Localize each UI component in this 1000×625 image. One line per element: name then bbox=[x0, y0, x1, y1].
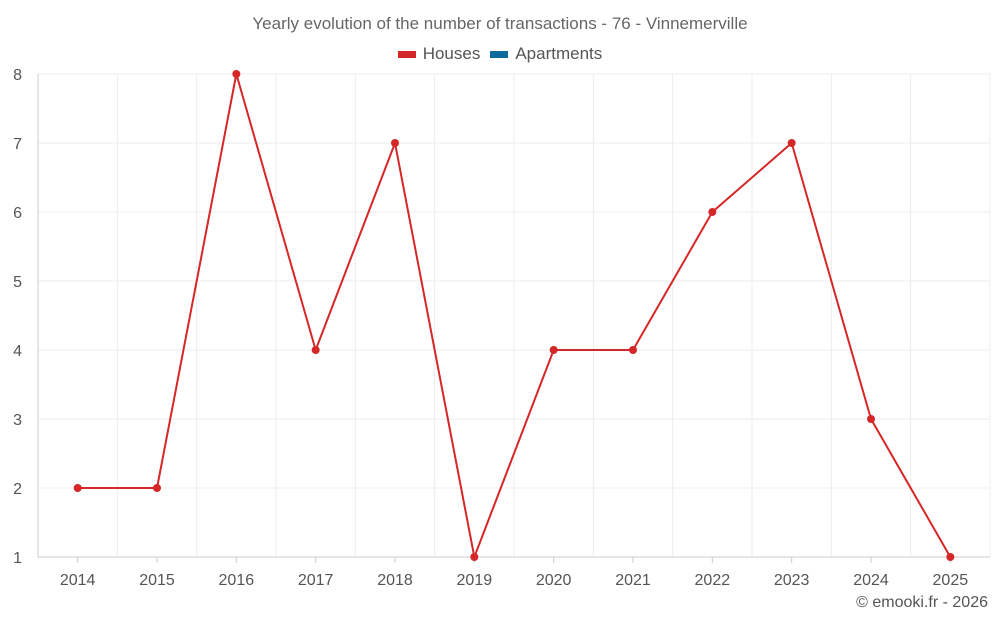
y-tick-label-2: 2 bbox=[13, 481, 22, 498]
x-tick-label-2022: 2022 bbox=[695, 572, 731, 589]
y-tick-label-8: 8 bbox=[13, 67, 22, 84]
series-line-houses bbox=[77, 73, 952, 558]
y-tick-label-5: 5 bbox=[13, 274, 22, 291]
x-tick-label-2020: 2020 bbox=[536, 572, 572, 589]
legend-label-apartments: Apartments bbox=[515, 44, 603, 63]
legend-swatch-apartments bbox=[490, 50, 509, 58]
legend-label-houses: Houses bbox=[422, 44, 481, 63]
y-tick-label-1: 1 bbox=[13, 550, 22, 567]
x-tick-label-2014: 2014 bbox=[60, 572, 96, 589]
x-tick-label-2024: 2024 bbox=[853, 572, 889, 589]
x-tick-label-2017: 2017 bbox=[298, 572, 334, 589]
data-point-houses-2020 bbox=[549, 346, 558, 354]
y-tick-label-3: 3 bbox=[13, 412, 22, 429]
data-point-houses-2014 bbox=[73, 484, 82, 492]
data-point-houses-2022 bbox=[708, 208, 717, 216]
grid-layer bbox=[37, 73, 991, 557]
legend-item-houses[interactable]: Houses bbox=[397, 44, 481, 64]
x-tick-label-2016: 2016 bbox=[219, 572, 255, 589]
axis-layer: 1 2 3 4 5 6 7 8 2014 2015 2016 2017 2018 2019 2020 2021… bbox=[13, 67, 990, 589]
x-tick-label-2018: 2018 bbox=[377, 572, 413, 589]
data-point-houses-2024 bbox=[867, 415, 875, 423]
chart-title: Yearly evolution of the number of transa… bbox=[252, 14, 748, 33]
x-tick-label-2021: 2021 bbox=[615, 572, 651, 589]
y-tick-label-4: 4 bbox=[13, 343, 22, 360]
credit-text: © emooki.fr - 2026 bbox=[856, 594, 988, 611]
data-point-houses-2017 bbox=[311, 346, 320, 354]
series-layer bbox=[73, 70, 955, 561]
x-tick-label-2025: 2025 bbox=[933, 572, 969, 589]
data-point-houses-2019 bbox=[470, 553, 479, 561]
data-point-houses-2015 bbox=[153, 484, 161, 492]
data-point-houses-2021 bbox=[629, 346, 637, 354]
data-point-houses-2023 bbox=[787, 139, 796, 147]
legend-swatch-houses bbox=[397, 50, 416, 58]
data-point-houses-2018 bbox=[391, 139, 399, 147]
x-tick-label-2023: 2023 bbox=[774, 572, 810, 589]
x-tick-label-2015: 2015 bbox=[139, 572, 175, 589]
data-point-houses-2016 bbox=[232, 70, 241, 78]
y-tick-label-7: 7 bbox=[13, 136, 22, 153]
x-tick-label-2019: 2019 bbox=[457, 572, 493, 589]
legend-item-apartments[interactable]: Apartments bbox=[490, 44, 602, 64]
data-point-houses-2025 bbox=[946, 553, 955, 561]
chart-legend: Houses Apartments bbox=[0, 44, 1000, 64]
y-tick-label-6: 6 bbox=[13, 205, 22, 222]
